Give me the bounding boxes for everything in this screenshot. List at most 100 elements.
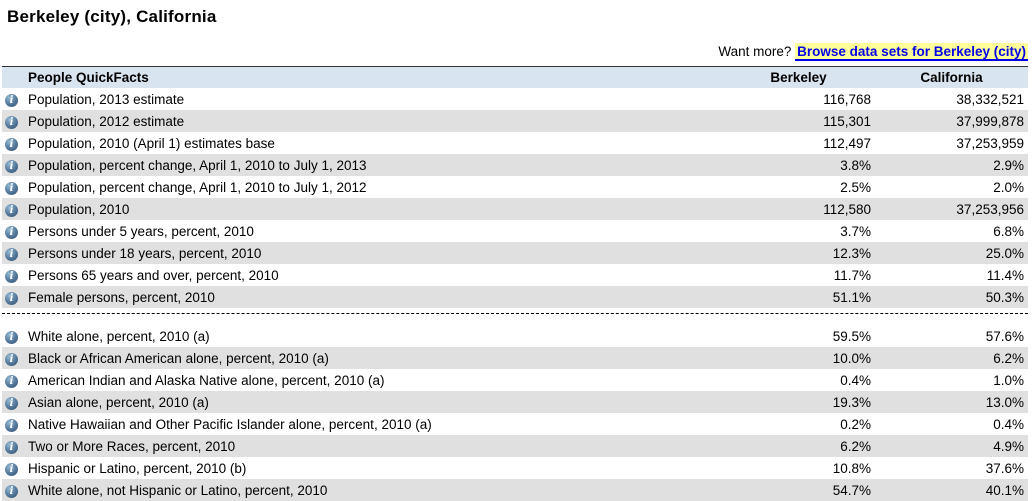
icon-cell: i [2, 245, 28, 261]
california-value: 0.4% [993, 416, 1024, 432]
table-row: i Female persons, percent, 2010 51.1% 50… [2, 286, 1028, 308]
berkeley-value: 6.2% [840, 438, 871, 454]
table-row: i Persons under 18 years, percent, 2010 … [2, 242, 1028, 264]
berkeley-value: 59.5% [832, 328, 871, 344]
info-icon[interactable]: i [5, 248, 18, 261]
icon-cell: i [2, 350, 28, 366]
california-value: 4.9% [993, 438, 1024, 454]
header-label: People QuickFacts [28, 70, 149, 85]
info-icon[interactable]: i [5, 160, 18, 173]
want-more-text: Want more? [718, 44, 796, 59]
info-icon[interactable]: i [5, 116, 18, 129]
info-icon[interactable]: i [5, 331, 18, 344]
row-label: Population, 2012 estimate [28, 113, 185, 129]
table-row: i Asian alone, percent, 2010 (a) 19.3% 1… [2, 391, 1028, 413]
berkeley-value: 116,768 [823, 91, 871, 107]
table-row: i Population, 2010 (April 1) estimates b… [2, 132, 1028, 154]
icon-cell: i [2, 113, 28, 129]
row-label: Black or African American alone, percent… [28, 350, 329, 366]
row-label: Two or More Races, percent, 2010 [28, 438, 236, 454]
berkeley-value: 112,580 [823, 201, 871, 217]
california-value: 2.0% [993, 179, 1024, 195]
california-value: 11.4% [986, 267, 1024, 283]
quickfacts-table-header: People QuickFacts Berkeley California [2, 67, 1028, 88]
info-icon[interactable]: i [5, 397, 18, 410]
page-title: Berkeley (city), California [7, 7, 217, 26]
quickfacts-table: People QuickFacts Berkeley California i … [2, 66, 1028, 501]
california-value: 6.8% [993, 223, 1024, 239]
info-icon[interactable]: i [5, 138, 18, 151]
dashed-divider [2, 313, 1028, 314]
icon-cell: i [2, 289, 28, 305]
info-icon[interactable]: i [5, 94, 18, 107]
icon-cell: i [2, 482, 28, 498]
table-row: i Hispanic or Latino, percent, 2010 (b) … [2, 457, 1028, 479]
icon-cell: i [2, 416, 28, 432]
info-icon[interactable]: i [5, 226, 18, 239]
table-row: i Population, 2013 estimate 116,768 38,3… [2, 88, 1028, 110]
info-icon[interactable]: i [5, 485, 18, 498]
berkeley-value: 10.8% [832, 460, 871, 476]
info-icon[interactable]: i [5, 182, 18, 195]
table-row: i Persons 65 years and over, percent, 20… [2, 264, 1028, 286]
table-row: i White alone, not Hispanic or Latino, p… [2, 479, 1028, 501]
berkeley-value: 3.7% [840, 223, 871, 239]
icon-cell: i [2, 460, 28, 476]
section-separator [2, 313, 1028, 325]
info-icon[interactable]: i [5, 353, 18, 366]
california-value: 50.3% [985, 289, 1024, 305]
browse-data-sets-link[interactable]: Browse data sets for Berkeley (city) [795, 43, 1028, 61]
row-label: Population, 2010 [28, 201, 130, 217]
row-label: Population, percent change, April 1, 201… [28, 179, 367, 195]
california-value: 37,253,956 [956, 201, 1024, 217]
table-row: i Native Hawaiian and Other Pacific Isla… [2, 413, 1028, 435]
info-icon[interactable]: i [5, 419, 18, 432]
row-label: Hispanic or Latino, percent, 2010 (b) [28, 460, 247, 476]
california-value: 38,332,521 [956, 91, 1024, 107]
row-label: Asian alone, percent, 2010 (a) [28, 394, 209, 410]
info-icon[interactable]: i [5, 204, 18, 217]
icon-cell: i [2, 372, 28, 388]
berkeley-value: 2.5% [840, 179, 871, 195]
info-icon[interactable]: i [5, 270, 18, 283]
header-col-berkeley: Berkeley [770, 70, 827, 85]
want-more-bar: Want more? Browse data sets for Berkeley… [718, 43, 1028, 61]
row-label: Persons 65 years and over, percent, 2010 [28, 267, 279, 283]
berkeley-value: 10.0% [832, 350, 871, 366]
icon-cell: i [2, 201, 28, 217]
table-row: i Two or More Races, percent, 2010 6.2% … [2, 435, 1028, 457]
berkeley-value: 19.3% [832, 394, 871, 410]
icon-cell: i [2, 179, 28, 195]
berkeley-value: 0.2% [840, 416, 871, 432]
berkeley-value: 0.4% [840, 372, 871, 388]
icon-cell: i [2, 438, 28, 454]
header-col-california: California [920, 70, 983, 85]
quickfacts-rows: i Population, 2013 estimate 116,768 38,3… [2, 88, 1028, 501]
california-value: 2.9% [993, 157, 1024, 173]
california-value: 37.6% [985, 460, 1024, 476]
berkeley-value: 54.7% [832, 482, 871, 498]
icon-cell: i [2, 394, 28, 410]
table-row: i Black or African American alone, perce… [2, 347, 1028, 369]
berkeley-value: 11.7% [833, 267, 871, 283]
row-label: Native Hawaiian and Other Pacific Island… [28, 416, 432, 432]
icon-cell: i [2, 157, 28, 173]
icon-cell: i [2, 91, 28, 107]
california-value: 1.0% [993, 372, 1024, 388]
row-label: White alone, percent, 2010 (a) [28, 328, 210, 344]
table-row: i Population, percent change, April 1, 2… [2, 176, 1028, 198]
table-row: i Population, 2010 112,580 37,253,956 [2, 198, 1028, 220]
info-icon[interactable]: i [5, 375, 18, 388]
row-label: Population, 2013 estimate [28, 91, 185, 107]
berkeley-value: 51.1% [832, 289, 871, 305]
california-value: 13.0% [985, 394, 1024, 410]
berkeley-value: 12.3% [832, 245, 871, 261]
info-icon[interactable]: i [5, 463, 18, 476]
berkeley-value: 3.8% [840, 157, 871, 173]
row-label: Persons under 5 years, percent, 2010 [28, 223, 254, 239]
info-icon[interactable]: i [5, 292, 18, 305]
row-label: American Indian and Alaska Native alone,… [28, 372, 385, 388]
icon-cell: i [2, 267, 28, 283]
row-label: Population, percent change, April 1, 201… [28, 157, 367, 173]
info-icon[interactable]: i [5, 441, 18, 454]
